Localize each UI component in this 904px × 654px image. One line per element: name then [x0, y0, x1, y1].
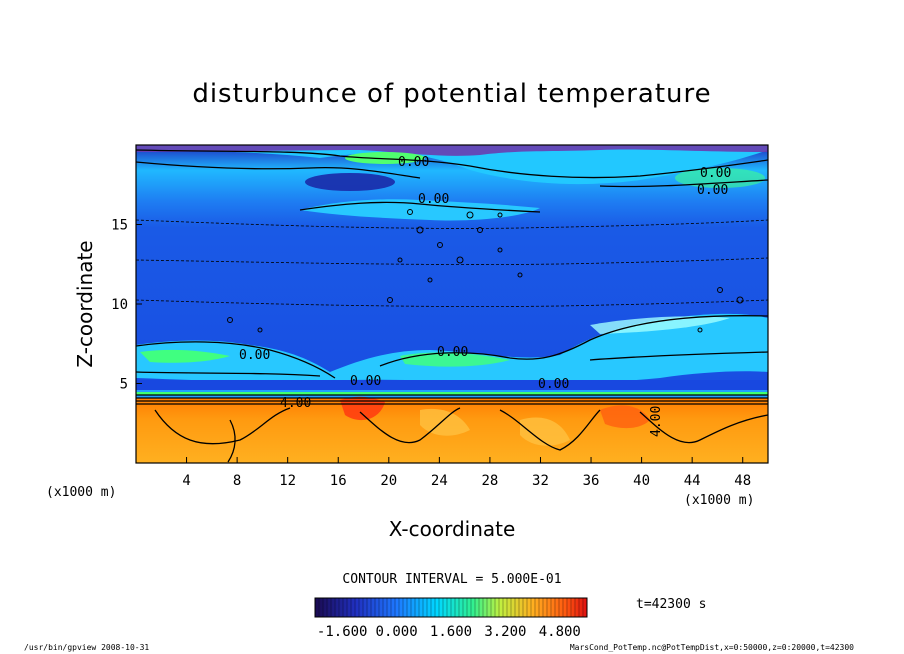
chart-title: disturbunce of potential temperature [192, 79, 711, 109]
contour-label: 0.00 [398, 155, 429, 170]
x-tick-label: 24 [431, 473, 448, 489]
contour-label: 0.00 [437, 345, 468, 360]
colorbar [314, 597, 588, 618]
y-tick-label: 10 [111, 297, 128, 313]
time-label: t=42300 s [636, 597, 706, 612]
contour-label: 0.00 [350, 374, 381, 389]
x-tick-label: 8 [233, 473, 241, 489]
contour-label: 4.00 [649, 406, 664, 437]
colorbar-label: 4.800 [539, 624, 581, 640]
contour-label: 0.00 [239, 348, 270, 363]
plot-area [136, 145, 768, 463]
x-unit-right: (x1000 m) [684, 493, 754, 508]
contour-label: 0.00 [418, 192, 449, 207]
contour-label: 0.00 [697, 183, 728, 198]
colorbar-labels: -1.600 0.000 1.600 3.200 4.800 [317, 624, 581, 640]
x-tick-label: 4 [182, 473, 190, 489]
contour-labels: 0.00 0.00 0.00 0.00 0.00 0.00 0.00 0.00 … [239, 155, 731, 437]
x-tick-label: 28 [481, 473, 498, 489]
x-tick-label: 20 [380, 473, 397, 489]
colorbar-label: 1.600 [430, 624, 472, 640]
x-unit-left: (x1000 m) [46, 485, 116, 500]
contour-label: 4.00 [280, 396, 311, 411]
x-tick-label: 12 [279, 473, 296, 489]
colorbar-label: -1.600 [317, 624, 368, 640]
x-tick-label: 40 [633, 473, 650, 489]
x-tick-label: 48 [734, 473, 751, 489]
contour-label: 0.00 [700, 166, 731, 181]
x-axis-label: X-coordinate [389, 517, 516, 541]
x-axis: 4 8 12 16 20 24 28 32 36 40 44 48 [182, 457, 751, 489]
footer-left: /usr/bin/gpview 2008-10-31 [24, 643, 149, 652]
y-axis-label: Z-coordinate [73, 240, 97, 367]
x-tick-label: 36 [583, 473, 600, 489]
y-tick-label: 5 [120, 377, 128, 393]
x-tick-label: 16 [330, 473, 347, 489]
y-tick-label: 15 [111, 218, 128, 234]
contour-interval: CONTOUR INTERVAL = 5.000E-01 [342, 572, 561, 587]
x-tick-label: 44 [684, 473, 701, 489]
footer-right: MarsCond_PotTemp.nc@PotTempDist,x=0:5000… [570, 643, 854, 652]
x-tick-label: 32 [532, 473, 549, 489]
colorbar-label: 0.000 [376, 624, 418, 640]
y-axis: 5 10 15 [111, 218, 142, 393]
contour-label: 0.00 [538, 377, 569, 392]
colorbar-label: 3.200 [484, 624, 526, 640]
